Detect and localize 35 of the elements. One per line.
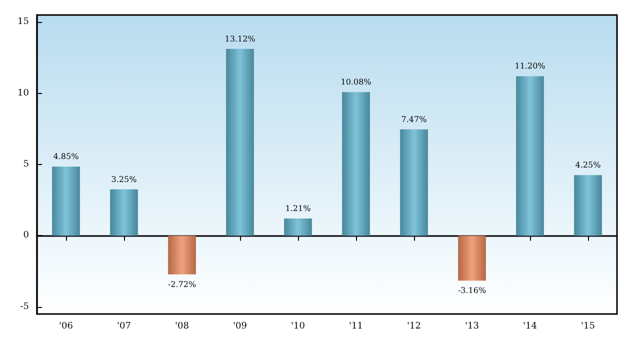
data-label: 1.21% [285,204,312,213]
bar [168,236,196,274]
y-tick-label: 15 [18,17,30,28]
bar [52,166,80,236]
data-label: 10.08% [340,78,372,87]
data-label: 4.85% [53,152,80,162]
y-tick-label: -5 [20,302,30,312]
bar [342,92,370,236]
x-tick-label: '08 [175,322,190,332]
x-tick-label: '06 [59,322,74,332]
bar [226,48,254,236]
x-tick-label: '12 [407,322,421,332]
bar [400,129,428,236]
data-label: -3.16% [458,286,486,296]
data-label: -2.72% [168,280,196,289]
bar [458,236,486,281]
bar [516,76,544,236]
x-tick-label: '10 [291,322,306,332]
bar [110,189,138,236]
y-tick-label: 5 [23,160,30,170]
x-tick-label: '09 [233,322,248,332]
y-tick-label: 10 [18,88,30,98]
x-tick-label: '11 [349,322,363,332]
x-tick-label: '13 [465,322,480,332]
x-tick-label: '07 [117,322,132,332]
data-label: 7.47% [401,114,428,124]
x-tick-label: '15 [581,322,596,332]
bar [574,175,602,236]
data-label: 4.25% [575,160,602,170]
data-label: 11.20% [514,62,546,71]
x-tick-label: '14 [523,322,538,332]
data-label: 3.25% [111,174,138,184]
bar [284,218,312,236]
y-tick-label: 0 [23,230,30,241]
data-label: 13.12% [224,34,256,44]
